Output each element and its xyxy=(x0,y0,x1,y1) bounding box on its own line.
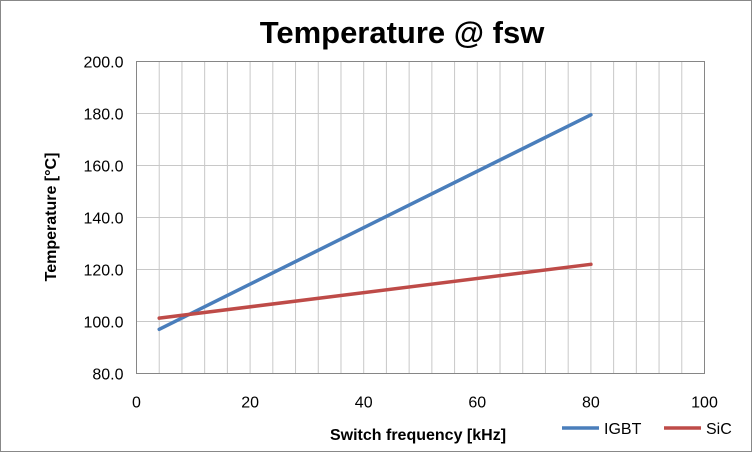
y-tick-label: 160.0 xyxy=(83,159,123,176)
legend-label-igbt: IGBT xyxy=(604,421,642,438)
y-tick-label: 200.0 xyxy=(83,55,123,72)
legend: IGBT SiC xyxy=(562,421,732,438)
x-tick-label: 60 xyxy=(468,395,486,412)
legend-label-sic: SiC xyxy=(706,421,732,438)
x-tick-label: 0 xyxy=(132,395,141,412)
x-tick-label: 80 xyxy=(582,395,600,412)
chart-title: Temperature @ fsw xyxy=(260,15,546,50)
y-tick-label: 140.0 xyxy=(83,211,123,228)
series-line-sic xyxy=(157,262,593,320)
plot-area-border xyxy=(136,61,705,374)
x-tick-label: 40 xyxy=(355,395,373,412)
x-tick-label: 20 xyxy=(241,395,259,412)
y-tick-label: 80.0 xyxy=(92,367,123,384)
y-axis-title: Temperature [°C] xyxy=(43,153,60,282)
x-axis-title: Switch frequency [kHz] xyxy=(330,427,506,444)
y-tick-label: 120.0 xyxy=(83,263,123,280)
x-tick-label: 100 xyxy=(691,395,718,412)
series-line-igbt xyxy=(157,113,593,332)
axis-tick-labels: 0 20 40 60 80 100 80.0 100.0 120.0 140.0 160.0 180.… xyxy=(83,55,717,412)
y-tick-label: 180.0 xyxy=(83,107,123,124)
gridlines xyxy=(136,61,705,374)
y-tick-label: 100.0 xyxy=(83,315,123,332)
series-lines xyxy=(157,113,593,332)
